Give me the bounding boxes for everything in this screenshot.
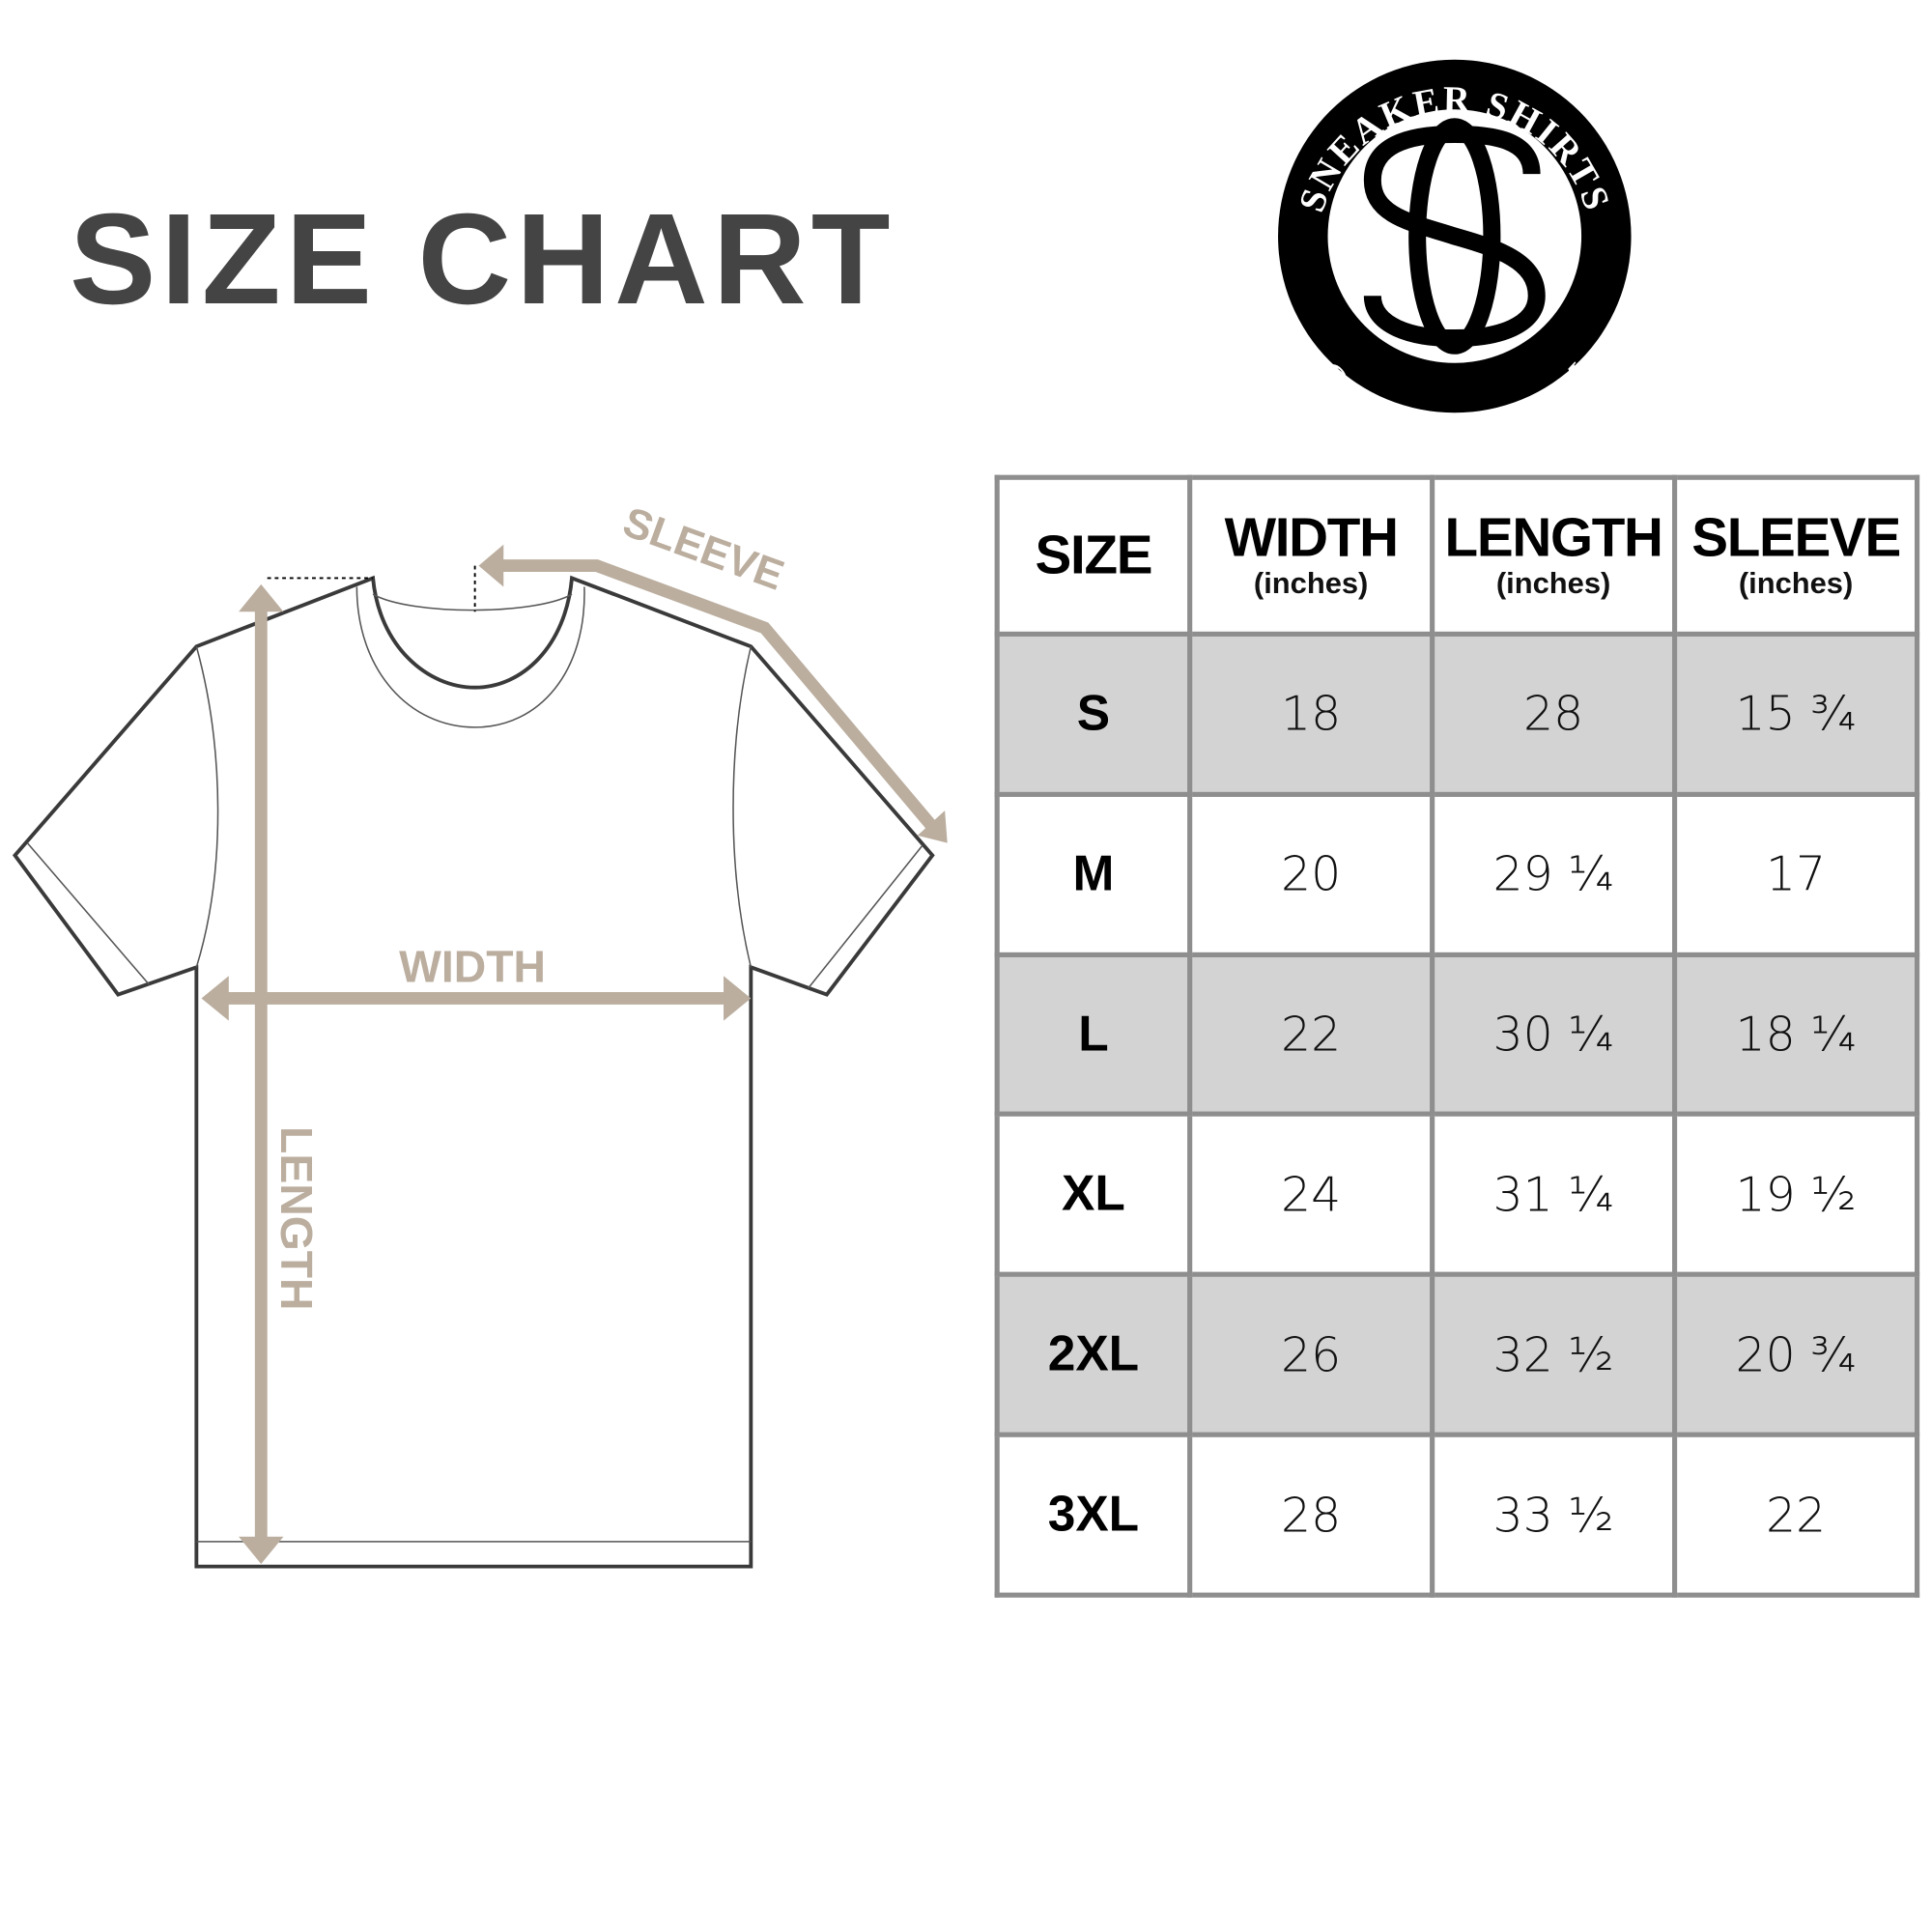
length-cell: 30 ¼	[1430, 952, 1678, 1118]
table-row: M 20 29 ¼ 17	[994, 791, 1920, 957]
width-cell: 22	[1187, 952, 1435, 1118]
sleeve-arrow	[478, 544, 948, 843]
header-size: SIZE	[994, 474, 1193, 637]
sleeve-cell: 17	[1672, 791, 1920, 957]
size-cell: M	[994, 791, 1193, 957]
table-row: XL 24 31 ¼ 19 ½	[994, 1112, 1920, 1278]
width-cell: 26	[1187, 1272, 1435, 1437]
width-cell: 18	[1187, 631, 1435, 797]
header-length: LENGTH (inches)	[1430, 474, 1678, 637]
size-cell: L	[994, 952, 1193, 1118]
table-row: 2XL 26 32 ½ 20 ¾	[994, 1272, 1920, 1437]
width-cell: 20	[1187, 791, 1435, 957]
sleeve-cell: 20 ¾	[1672, 1272, 1920, 1437]
sleeve-cell: 19 ½	[1672, 1112, 1920, 1278]
length-cell: 29 ¼	[1430, 791, 1678, 957]
width-arrow	[201, 976, 752, 1021]
width-cell: 24	[1187, 1112, 1435, 1278]
table-row: 3XL 28 33 ½ 22	[994, 1432, 1920, 1598]
tshirt-outline	[12, 575, 935, 1569]
width-cell: 28	[1187, 1432, 1435, 1598]
size-table: SIZE WIDTH (inches) LENGTH (inches) SLEEVE…	[994, 474, 1920, 1598]
size-cell: XL	[994, 1112, 1193, 1278]
monogram-icon	[1363, 118, 1546, 355]
header-sleeve: SLEEVE (inches)	[1672, 474, 1920, 637]
length-label: LENGTH	[271, 1126, 322, 1310]
length-cell: 31 ¼	[1430, 1112, 1678, 1278]
length-cell: 33 ½	[1430, 1432, 1678, 1598]
table-row: S 18 28 15 ¾	[994, 631, 1920, 797]
sleeve-cell: 15 ¾	[1672, 631, 1920, 797]
page-title: SIZE CHART	[70, 187, 895, 332]
sleeve-cell: 22	[1672, 1432, 1920, 1598]
size-cell: 3XL	[994, 1432, 1193, 1598]
brand-logo: SNEAKER SHIRTS OUTLET.COM	[1278, 59, 1632, 453]
width-label: WIDTH	[399, 942, 546, 992]
table-header-row: SIZE WIDTH (inches) LENGTH (inches) SLEEVE…	[994, 474, 1920, 637]
sleeve-cell: 18 ¼	[1672, 952, 1920, 1118]
size-cell: S	[994, 631, 1193, 797]
size-cell: 2XL	[994, 1272, 1193, 1437]
length-cell: 32 ½	[1430, 1272, 1678, 1437]
table-row: L 22 30 ¼ 18 ¼	[994, 952, 1920, 1118]
length-arrow	[239, 583, 284, 1565]
length-cell: 28	[1430, 631, 1678, 797]
header-width: WIDTH (inches)	[1187, 474, 1435, 637]
